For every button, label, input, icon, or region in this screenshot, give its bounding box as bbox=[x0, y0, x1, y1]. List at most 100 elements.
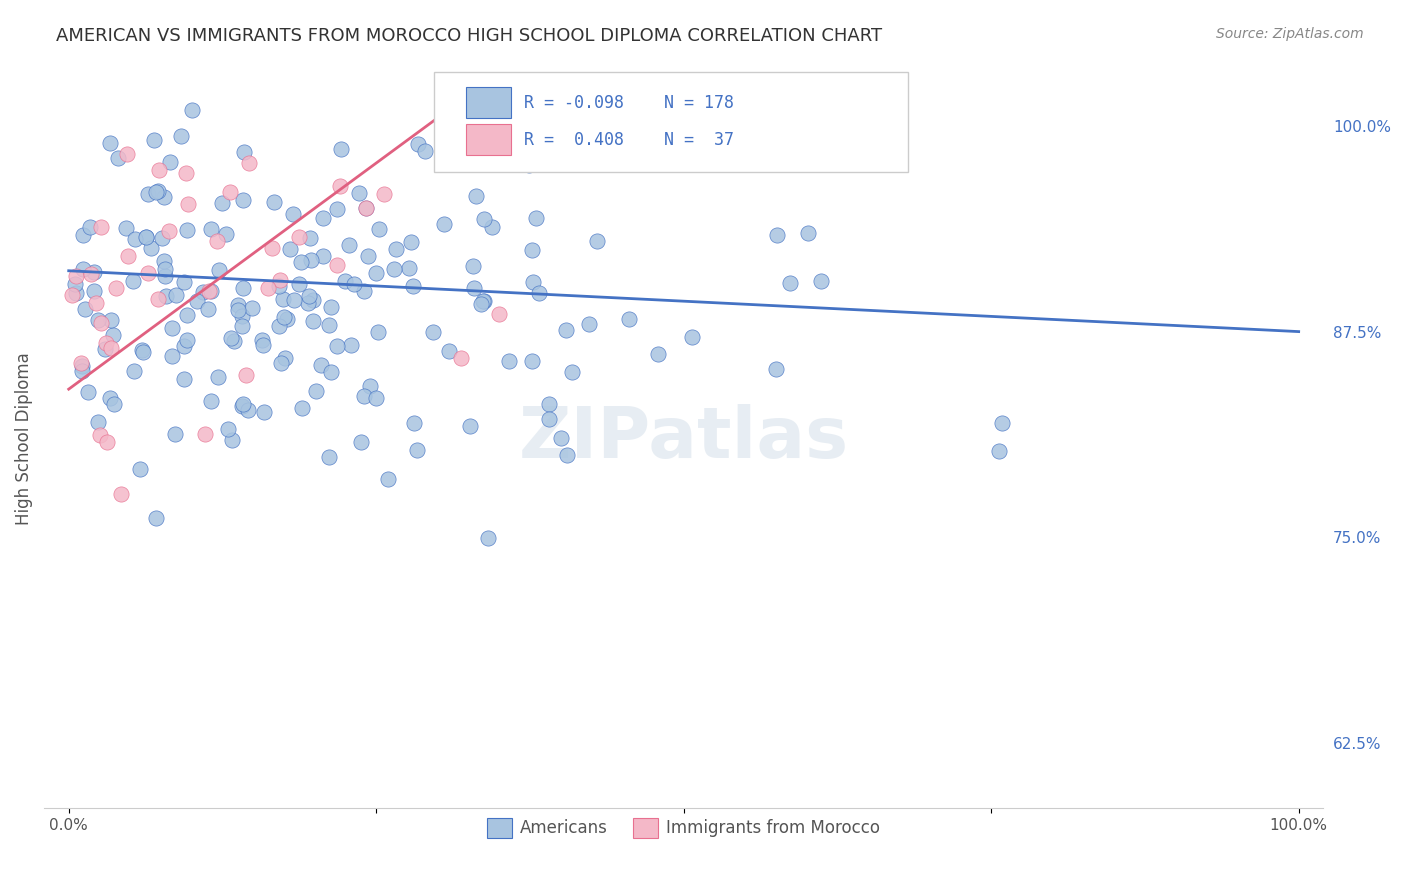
Point bbox=[319, 300, 342, 314]
Point bbox=[297, 288, 319, 302]
Point bbox=[165, 427, 187, 442]
Point bbox=[186, 293, 208, 308]
Point bbox=[477, 531, 499, 545]
Point bbox=[299, 231, 322, 245]
Point bbox=[115, 146, 138, 161]
Point bbox=[524, 211, 547, 225]
Point bbox=[200, 393, 222, 408]
Point bbox=[231, 309, 253, 323]
Point bbox=[305, 384, 328, 398]
Point bbox=[217, 422, 239, 436]
Point bbox=[72, 364, 94, 378]
Point bbox=[437, 343, 460, 358]
Point bbox=[520, 243, 543, 257]
Point bbox=[263, 195, 285, 210]
Point bbox=[148, 163, 170, 178]
Point bbox=[321, 366, 343, 380]
Point bbox=[197, 301, 219, 316]
Point bbox=[269, 318, 291, 333]
Point bbox=[122, 274, 145, 288]
Point bbox=[465, 189, 488, 203]
Point bbox=[366, 266, 388, 280]
Point bbox=[153, 190, 176, 204]
Point bbox=[170, 129, 193, 144]
Point bbox=[146, 292, 169, 306]
Point bbox=[250, 334, 273, 348]
Point bbox=[274, 351, 297, 365]
Point bbox=[139, 241, 162, 255]
Point bbox=[60, 288, 83, 302]
Point bbox=[330, 142, 353, 156]
Point bbox=[329, 179, 352, 194]
Point bbox=[252, 338, 274, 352]
Point bbox=[155, 262, 177, 277]
Point bbox=[498, 353, 520, 368]
Point bbox=[73, 301, 96, 316]
Point bbox=[122, 364, 145, 378]
Point bbox=[402, 417, 425, 431]
Point bbox=[550, 432, 572, 446]
Point bbox=[290, 255, 312, 269]
Point bbox=[205, 234, 228, 248]
Point bbox=[578, 318, 600, 332]
Point bbox=[472, 293, 495, 308]
Point bbox=[283, 293, 305, 308]
Point bbox=[208, 263, 231, 277]
Point bbox=[94, 335, 117, 350]
Point bbox=[554, 322, 576, 336]
Point bbox=[77, 385, 100, 400]
Point bbox=[155, 289, 177, 303]
Point bbox=[148, 184, 170, 198]
Point bbox=[211, 196, 233, 211]
Point bbox=[215, 227, 238, 242]
Point bbox=[271, 293, 294, 307]
Point bbox=[153, 269, 176, 284]
Point bbox=[129, 461, 152, 475]
Point bbox=[797, 226, 820, 240]
Point bbox=[297, 295, 319, 310]
Point bbox=[509, 103, 531, 117]
Point bbox=[231, 399, 253, 413]
Point bbox=[96, 434, 118, 449]
Point bbox=[98, 392, 121, 406]
Point bbox=[86, 415, 108, 429]
Point bbox=[176, 309, 198, 323]
Point bbox=[86, 313, 108, 327]
Point bbox=[70, 359, 93, 374]
Point bbox=[194, 426, 217, 441]
Point bbox=[398, 261, 420, 276]
Point bbox=[991, 416, 1014, 430]
Point bbox=[63, 277, 86, 292]
Point bbox=[422, 326, 444, 340]
Point bbox=[165, 288, 187, 302]
Point bbox=[219, 331, 242, 345]
Legend: Americans, Immigrants from Morocco: Americans, Immigrants from Morocco bbox=[481, 811, 887, 845]
Point bbox=[291, 401, 314, 416]
Point bbox=[283, 206, 305, 220]
Point bbox=[555, 448, 578, 462]
Point bbox=[373, 186, 395, 201]
Point bbox=[367, 325, 389, 339]
Point bbox=[472, 294, 495, 309]
Point bbox=[350, 435, 373, 450]
Point bbox=[647, 346, 669, 360]
Point bbox=[135, 230, 157, 244]
Point bbox=[90, 220, 112, 235]
Point bbox=[173, 372, 195, 386]
Text: R = -0.098    N = 178: R = -0.098 N = 178 bbox=[524, 94, 734, 112]
Point bbox=[470, 297, 492, 311]
Point bbox=[231, 318, 253, 333]
Point bbox=[326, 339, 349, 353]
Text: ZIPatlas: ZIPatlas bbox=[519, 404, 849, 473]
Point bbox=[100, 313, 122, 327]
Point bbox=[238, 402, 260, 417]
Point bbox=[517, 158, 540, 172]
Point bbox=[619, 312, 641, 326]
Point bbox=[218, 185, 240, 199]
Point bbox=[353, 284, 375, 298]
Point bbox=[257, 281, 280, 295]
Point bbox=[160, 349, 183, 363]
Point bbox=[312, 211, 335, 226]
Point bbox=[70, 355, 93, 369]
Point bbox=[104, 281, 127, 295]
